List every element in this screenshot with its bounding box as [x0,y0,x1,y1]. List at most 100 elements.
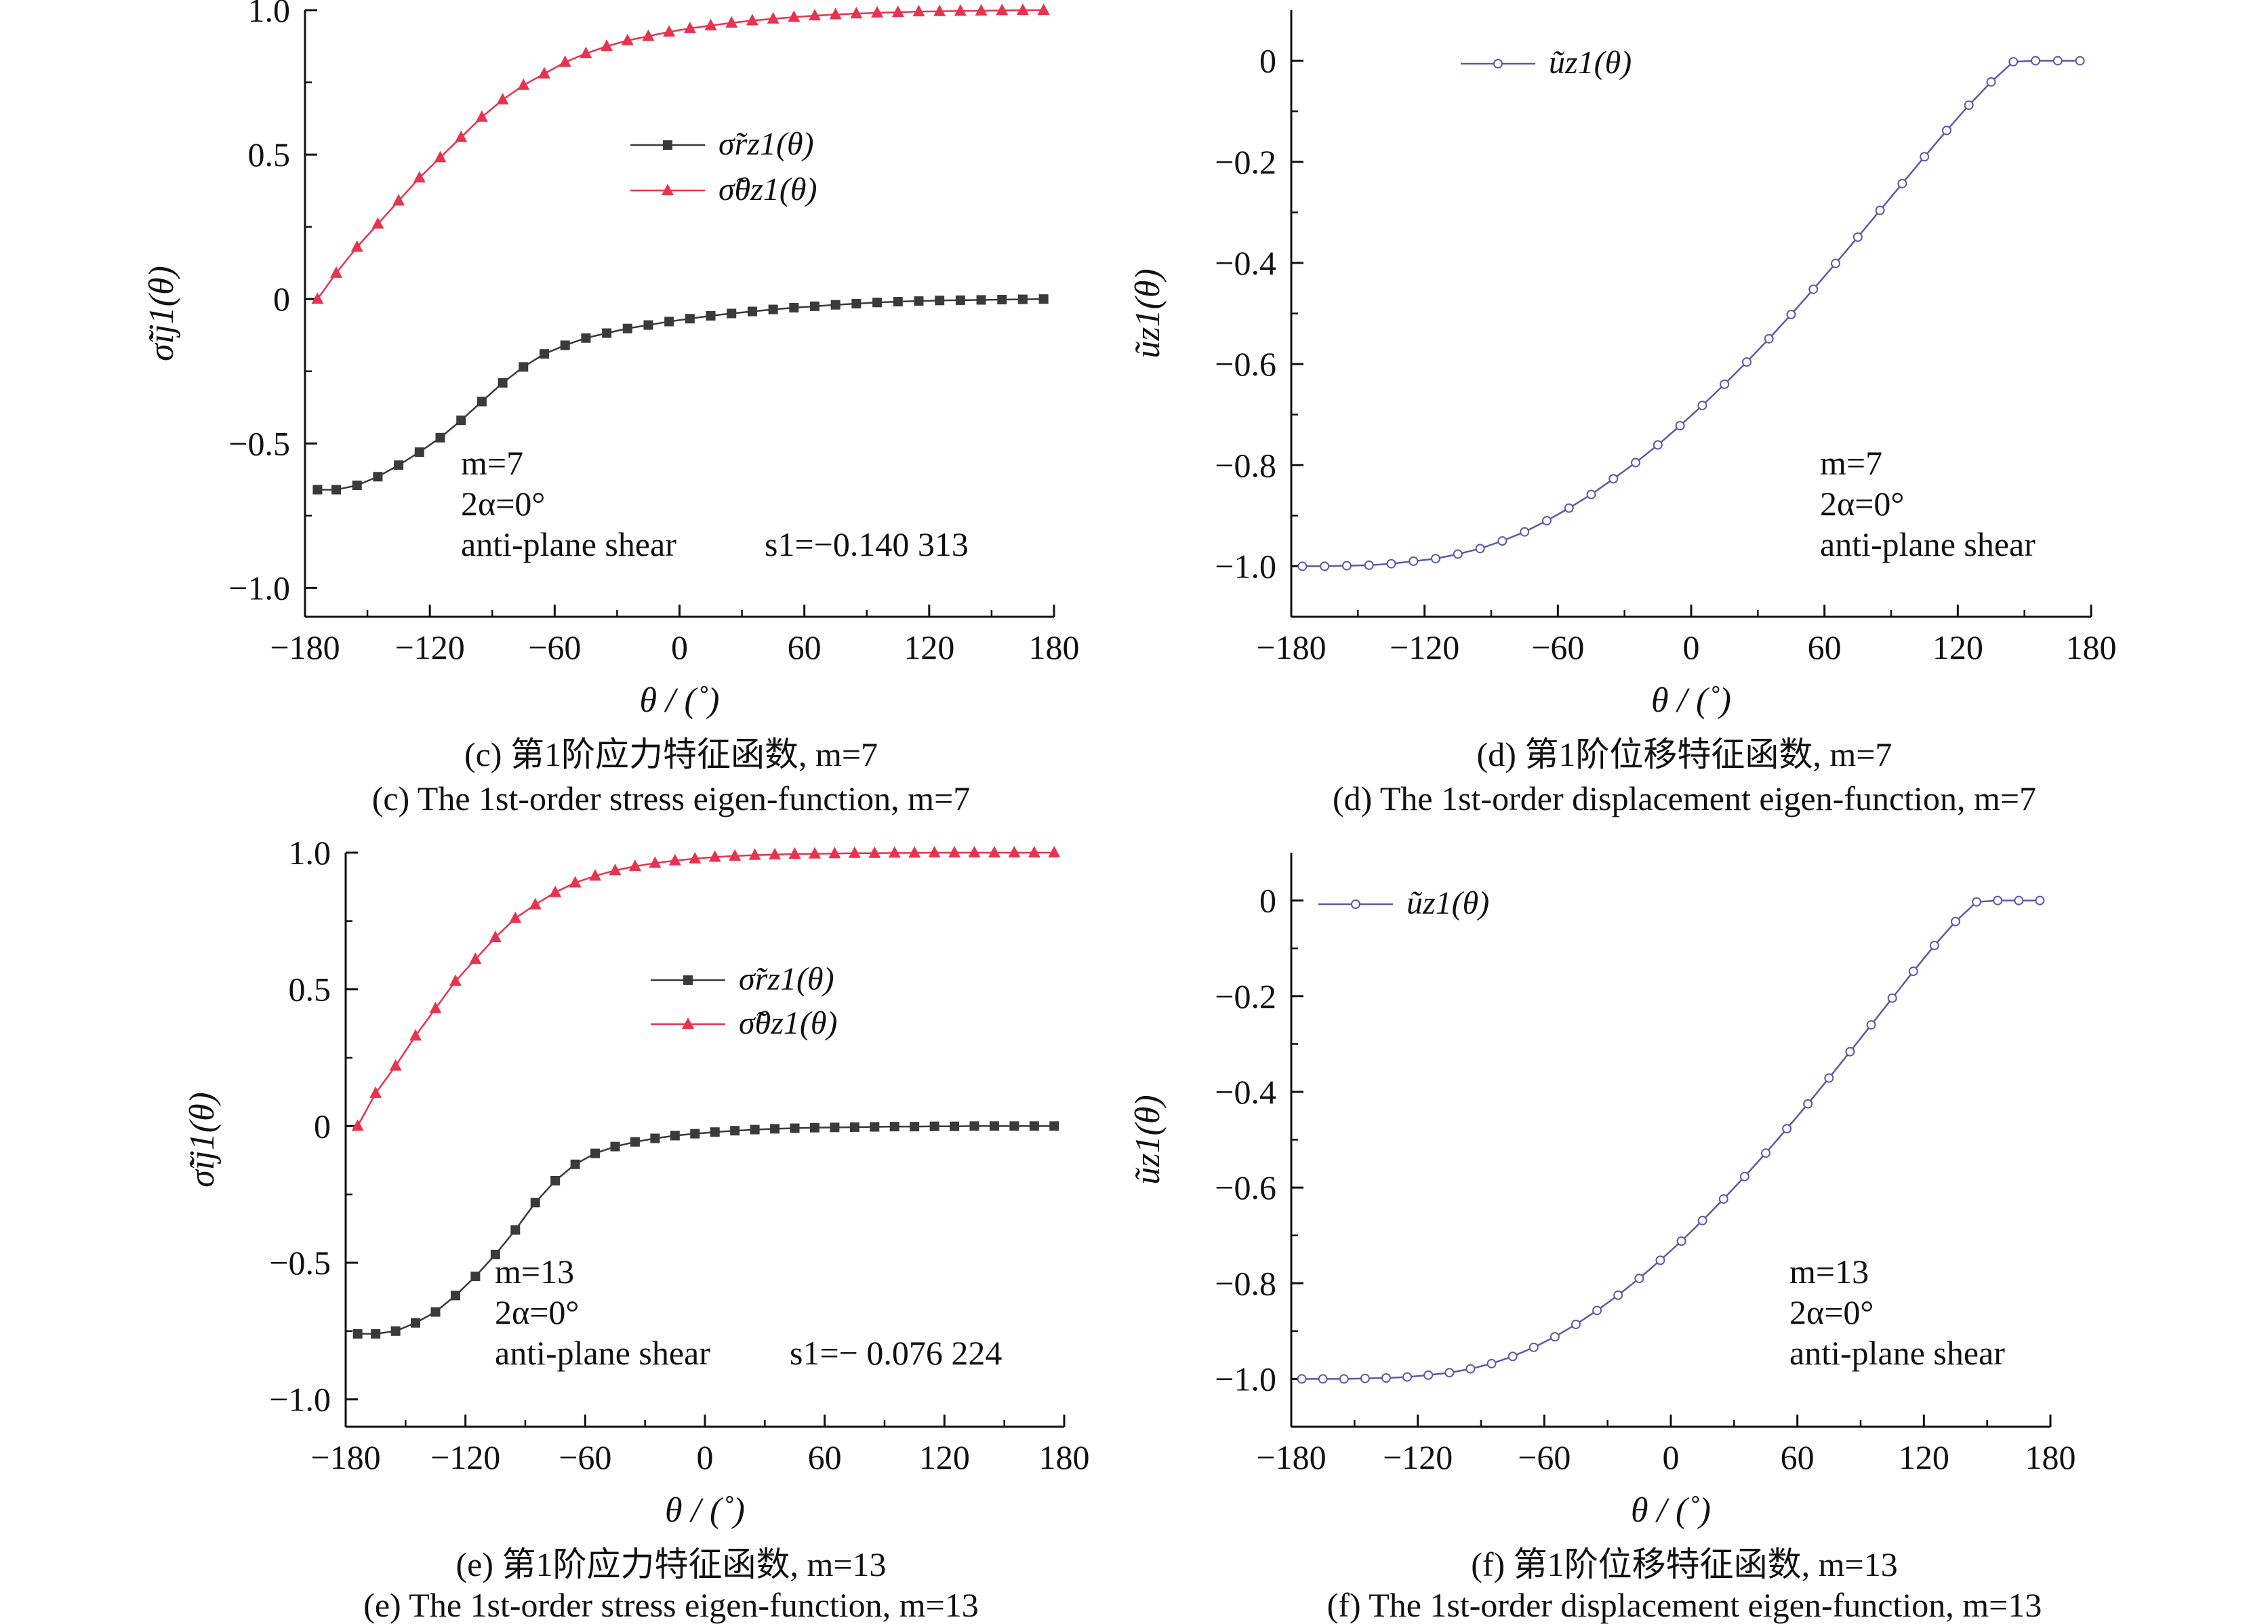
data-point [1972,897,1982,907]
data-point [851,299,862,309]
data-point [352,1328,363,1339]
data-point [498,378,508,388]
x-tick-label: 120 [1899,1438,1949,1476]
data-point [788,847,801,859]
data-point [770,1124,780,1134]
data-point [768,304,778,314]
data-point [730,1126,740,1136]
data-point [746,14,758,26]
data-point [1017,294,1028,304]
data-point [828,847,841,859]
x-axis-label: θ / (˚) [1631,1491,1711,1530]
data-point [590,1148,601,1158]
data-point [1381,1373,1391,1383]
data-point [434,150,447,163]
caption-c-cn: (c) 第1阶应力特征函数, m=7 [464,735,878,773]
data-point [1386,559,1396,569]
series-line [357,1125,1055,1335]
data-point [330,266,343,278]
legend-marker [663,140,672,150]
y-tick-label: −0.4 [1215,244,1276,282]
data-point [311,292,324,304]
data-point [663,24,676,37]
x-tick-label: 180 [2025,1438,2076,1476]
data-point [1318,1374,1328,1384]
data-point [1676,1236,1686,1246]
data-point [1720,379,1730,389]
data-point [727,308,737,319]
y-tick-label: −0.6 [1215,1169,1276,1206]
legend-label: σ̃θz1(θ) [718,171,817,207]
y-tick-label: 0 [273,280,290,318]
data-point [1655,1255,1665,1265]
data-point [390,1326,401,1336]
data-point [539,349,549,359]
data-point [668,853,681,866]
x-tick-label: −180 [270,628,340,666]
data-point [790,1123,800,1133]
y-tick-label: −0.5 [269,1244,331,1282]
data-point [1339,1374,1349,1384]
data-point [1038,294,1049,304]
data-point [889,1122,899,1132]
data-point [809,9,822,21]
data-point [580,46,592,58]
data-point [570,1159,580,1169]
y-tick-label: −1.0 [1215,547,1276,585]
data-point [1761,1148,1770,1158]
data-point [933,4,946,16]
data-point [747,306,757,317]
caption-f-en: (f) The 1st-order displacement eigen-fun… [1327,1586,2042,1624]
data-point [809,1122,819,1133]
y-tick-label: 0 [1259,42,1276,80]
x-tick-label: 0 [1683,628,1700,666]
annotation-text: m=13 [495,1253,574,1291]
data-point [1845,1047,1855,1057]
data-point [394,460,404,470]
data-point [928,846,941,857]
data-point [1897,178,1907,188]
data-point [1048,846,1061,857]
data-point [589,869,602,881]
y-tick-label: 0.5 [248,136,291,174]
data-point [769,847,782,859]
data-point [975,3,988,16]
data-point [560,340,570,350]
data-point [704,18,717,31]
annotation-text: 2α=0° [1820,485,1904,523]
data-point [630,1137,640,1147]
legend-label: σ̃θz1(θ) [739,1005,837,1041]
data-point [351,1119,364,1131]
data-point [509,911,522,923]
caption-d-en: (d) The 1st-order displacement eigen-fun… [1333,779,2036,817]
data-point [968,846,981,857]
data-point [1520,527,1530,537]
data-point [477,397,487,407]
data-point [1739,1171,1749,1181]
data-point [810,301,820,311]
x-tick-label: 60 [788,628,822,666]
data-point [1564,503,1574,513]
x-axis-label: θ / (˚) [640,681,720,720]
annotation-eigenvalue: s1=− 0.076 224 [790,1334,1002,1372]
data-point [602,328,612,338]
data-point [1049,1121,1059,1131]
x-tick-label: 180 [1029,628,1080,666]
x-tick-label: −120 [1390,628,1459,666]
data-point [450,1291,460,1301]
data-point [1782,1124,1792,1134]
legend-label: ũz1(θ) [1406,885,1489,921]
data-point [1929,940,1939,950]
data-point [489,931,502,943]
x-tick-label: −180 [310,1438,380,1476]
series-line [1301,899,2040,1380]
annotation-text: 2α=0° [1789,1293,1874,1331]
data-point [788,10,801,22]
y-axis-label: ũz1(θ) [1129,268,1167,358]
data-point [708,850,721,862]
data-point [1431,554,1441,564]
data-point [2075,56,2085,66]
data-point [389,1059,402,1071]
data-point [1951,916,1960,927]
